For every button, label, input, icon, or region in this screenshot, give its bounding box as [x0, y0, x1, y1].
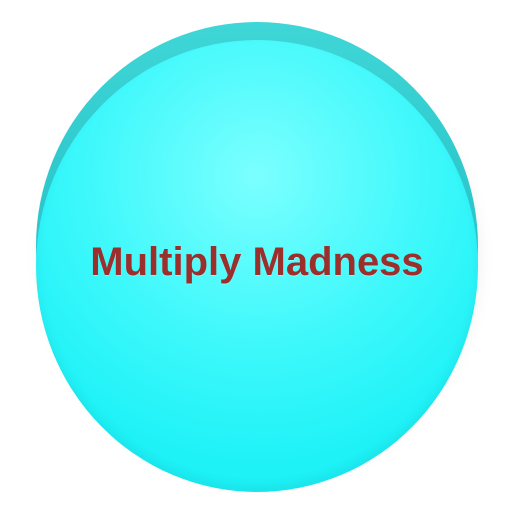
round-app-icon[interactable]	[36, 40, 478, 492]
app-title: Multiply Madness	[90, 240, 424, 284]
